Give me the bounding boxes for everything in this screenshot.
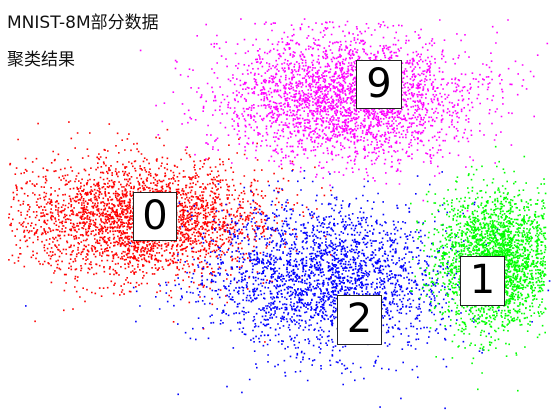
cluster-1-cloud <box>410 145 547 392</box>
cluster-label-2: 2 <box>337 295 382 345</box>
cluster-label-9: 9 <box>356 60 402 109</box>
cluster-1-points <box>410 145 547 392</box>
cluster-9-points <box>139 18 549 212</box>
chart-subtitle: 聚类结果 <box>7 50 75 70</box>
cluster-2-cloud <box>25 170 551 410</box>
cluster-label-0: 0 <box>133 192 177 241</box>
cluster-label-1: 1 <box>460 256 505 306</box>
cluster-2-points <box>25 170 551 410</box>
chart-title: MNIST-8M部分数据 <box>7 13 159 33</box>
scatter-points <box>8 18 551 410</box>
cluster-9-cloud <box>139 18 549 212</box>
